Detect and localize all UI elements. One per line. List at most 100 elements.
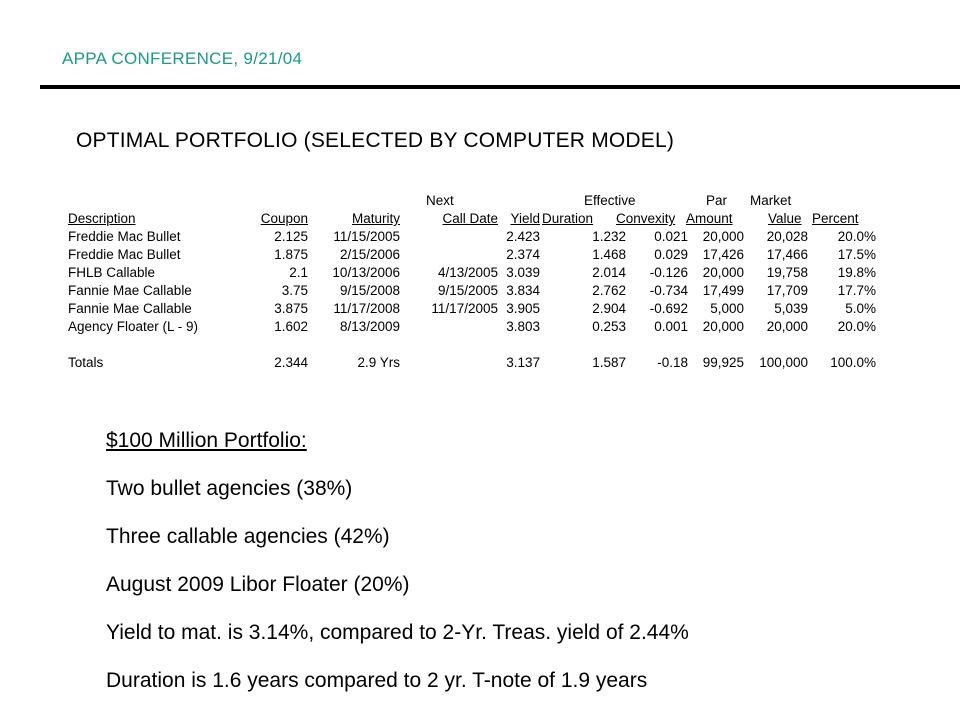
summary-item: Three callable agencies (42%) <box>106 525 390 548</box>
cell-maturity: 10/13/2006 <box>332 265 400 280</box>
cell-duration: 2.904 <box>592 301 626 316</box>
cell-yield: 2.374 <box>506 247 540 262</box>
cell-yield: 3.039 <box>506 265 540 280</box>
summary-item: Two bullet agencies (38%) <box>106 477 353 500</box>
portfolio-table: Next Effective Par Market Description Co… <box>66 192 886 372</box>
col-description: Description <box>68 211 136 226</box>
header-effective: Effective <box>584 193 636 208</box>
cell-description: Agency Floater (L - 9) <box>68 319 199 334</box>
cell-call-date: 4/13/2005 <box>437 265 498 280</box>
cell-convexity: 0.029 <box>654 247 688 262</box>
cell-maturity: 8/13/2009 <box>339 319 400 334</box>
cell-maturity: 9/15/2008 <box>339 283 400 298</box>
table-row: Fannie Mae Callable 3.875 11/17/2008 11/… <box>66 300 886 318</box>
cell-convexity: 0.021 <box>654 229 688 244</box>
summary-item: August 2009 Libor Floater (20%) <box>106 573 410 596</box>
summary-item: Yield to mat. is 3.14%, compared to 2-Yr… <box>106 621 689 644</box>
cell-call-date: 11/17/2005 <box>431 301 498 316</box>
cell-percent: 19.8% <box>837 265 876 280</box>
header-market: Market <box>750 193 792 208</box>
cell-par-amount: 99,925 <box>702 355 744 370</box>
header-title: APPA CONFERENCE, 9/21/04 <box>62 49 303 68</box>
cell-percent: 17.7% <box>837 283 876 298</box>
cell-description: Freddie Mac Bullet <box>68 247 181 262</box>
cell-coupon: 2.1 <box>289 265 308 280</box>
cell-percent: 17.5% <box>837 247 876 262</box>
col-value: Value <box>768 211 802 226</box>
cell-par-amount: 17,499 <box>702 283 744 298</box>
cell-coupon: 1.602 <box>274 319 308 334</box>
cell-yield: 3.137 <box>506 355 540 370</box>
col-yield: Yield <box>510 211 540 226</box>
cell-market-value: 100,000 <box>759 355 808 370</box>
table-header: Description Coupon Maturity Call Date Yi… <box>66 210 886 228</box>
cell-description: Totals <box>68 355 104 370</box>
cell-maturity: 11/17/2008 <box>333 301 400 316</box>
col-maturity: Maturity <box>351 211 400 226</box>
col-convexity: Convexity <box>616 211 676 226</box>
cell-duration: 1.587 <box>592 355 626 370</box>
cell-maturity: 11/15/2005 <box>333 229 400 244</box>
cell-duration: 0.253 <box>592 319 626 334</box>
cell-maturity: 2.9 Yrs <box>357 355 400 370</box>
cell-description: Fannie Mae Callable <box>68 301 192 316</box>
cell-market-value: 20,000 <box>766 319 808 334</box>
totals-row: Totals 2.344 2.9 Yrs 3.137 1.587 -0.18 9… <box>66 354 886 372</box>
cell-par-amount: 20,000 <box>702 229 744 244</box>
section-title: OPTIMAL PORTFOLIO (SELECTED BY COMPUTER … <box>76 129 675 152</box>
table-header-top: Next Effective Par Market <box>66 192 886 210</box>
summary-item: Duration is 1.6 years compared to 2 yr. … <box>106 669 648 692</box>
cell-description: Freddie Mac Bullet <box>68 229 181 244</box>
cell-coupon: 2.344 <box>274 355 308 370</box>
col-amount: Amount <box>686 211 733 226</box>
cell-market-value: 17,466 <box>766 247 808 262</box>
cell-duration: 2.014 <box>592 265 626 280</box>
cell-coupon: 2.125 <box>274 229 308 244</box>
table-spacer <box>66 336 886 354</box>
header-divider <box>40 85 960 89</box>
cell-percent: 5.0% <box>845 301 876 316</box>
cell-coupon: 1.875 <box>274 247 308 262</box>
cell-call-date: 9/15/2005 <box>437 283 498 298</box>
col-coupon: Coupon <box>260 211 308 226</box>
cell-par-amount: 20,000 <box>702 265 744 280</box>
cell-convexity: -0.18 <box>657 355 688 370</box>
cell-yield: 2.423 <box>506 229 540 244</box>
cell-par-amount: 5,000 <box>710 301 744 316</box>
header-par: Par <box>706 193 728 208</box>
cell-convexity: 0.001 <box>654 319 688 334</box>
cell-par-amount: 17,426 <box>702 247 744 262</box>
cell-duration: 1.232 <box>592 229 626 244</box>
col-duration: Duration <box>542 211 594 226</box>
cell-description: Fannie Mae Callable <box>68 283 192 298</box>
table-row: Agency Floater (L - 9) 1.602 8/13/2009 3… <box>66 318 886 336</box>
cell-percent: 20.0% <box>837 319 876 334</box>
cell-coupon: 3.75 <box>281 283 308 298</box>
cell-duration: 2.762 <box>592 283 626 298</box>
table-row: Freddie Mac Bullet 2.125 11/15/2005 2.42… <box>66 228 886 246</box>
cell-maturity: 2/15/2006 <box>339 247 400 262</box>
table-row: Freddie Mac Bullet 1.875 2/15/2006 2.374… <box>66 246 886 264</box>
cell-market-value: 20,028 <box>766 229 808 244</box>
cell-par-amount: 20,000 <box>702 319 744 334</box>
cell-market-value: 19,758 <box>766 265 808 280</box>
header-next: Next <box>426 193 454 208</box>
summary-list: $100 Million Portfolio: Two bullet agenc… <box>106 424 689 712</box>
cell-yield: 3.834 <box>506 283 540 298</box>
cell-description: FHLB Callable <box>68 265 156 280</box>
table-row: Fannie Mae Callable 3.75 9/15/2008 9/15/… <box>66 282 886 300</box>
cell-yield: 3.905 <box>506 301 540 316</box>
cell-market-value: 17,709 <box>766 283 808 298</box>
col-percent: Percent <box>812 211 859 226</box>
cell-convexity: -0.692 <box>649 301 688 316</box>
cell-yield: 3.803 <box>506 319 540 334</box>
col-call-date: Call Date <box>442 211 498 226</box>
cell-coupon: 3.875 <box>274 301 308 316</box>
cell-market-value: 5,039 <box>774 301 808 316</box>
cell-convexity: -0.734 <box>649 283 688 298</box>
summary-heading: $100 Million Portfolio: <box>106 429 307 452</box>
cell-convexity: -0.126 <box>649 265 688 280</box>
cell-duration: 1.468 <box>592 247 626 262</box>
cell-percent: 20.0% <box>837 229 876 244</box>
cell-percent: 100.0% <box>830 355 876 370</box>
